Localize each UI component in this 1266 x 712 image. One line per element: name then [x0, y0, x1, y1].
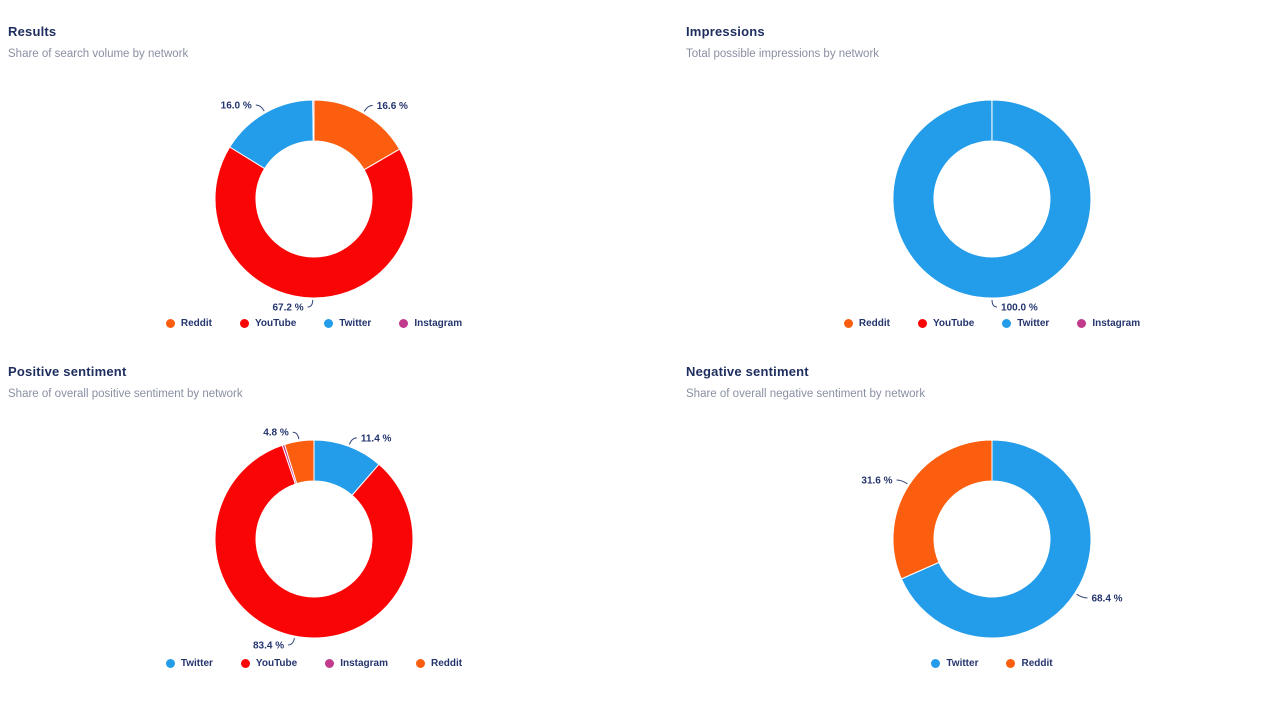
legend-label: Instagram — [340, 658, 389, 669]
donut-chart-positive-sentiment: 11.4 % 83.4 % 4.8 % — [214, 428, 414, 651]
label-leader-line — [363, 104, 373, 112]
label-leader-line — [292, 431, 300, 440]
legend-item-twitter[interactable]: Twitter — [165, 658, 213, 669]
legend-item-reddit[interactable]: Reddit — [843, 318, 890, 329]
donut-slice-label: 68.4 % — [1091, 594, 1122, 605]
donut-slice-youtube[interactable] — [214, 146, 414, 299]
legend-label: Instagram — [414, 318, 463, 329]
chart-subtitle: Share of search volume by network — [8, 48, 189, 60]
chart-title: Positive sentiment — [8, 364, 127, 379]
donut-slice-label: 11.4 % — [361, 433, 392, 444]
donut-chart-negative-sentiment: 68.4 % 31.6 % — [861, 439, 1123, 639]
legend-dot-twitter — [931, 659, 941, 668]
legend-dot-reddit — [1006, 659, 1016, 668]
donut-slice-label: 16.6 % — [377, 101, 408, 112]
legend-item-twitter[interactable]: Twitter — [324, 318, 371, 329]
legend-dot-twitter — [1002, 319, 1012, 328]
legend-label: Instagram — [1092, 318, 1141, 329]
chart-card-positive-sentiment: Positive sentiment Share of overall posi… — [8, 360, 620, 692]
legend-dot-youtube — [917, 319, 927, 328]
donut-slice-label: 31.6 % — [861, 475, 892, 486]
donut-chart-impressions: 100.0 % — [892, 99, 1092, 314]
donut-slice-label: 83.4 % — [253, 640, 284, 651]
legend-dot-instagram — [325, 659, 335, 668]
label-leader-line — [1076, 593, 1088, 599]
legend-item-reddit[interactable]: Reddit — [416, 658, 462, 669]
label-leader-line — [255, 104, 265, 112]
donut-slice-label: 16.0 % — [221, 101, 252, 112]
chart-legend: Twitter YouTube Instagram Reddit — [8, 658, 620, 669]
legend-label: Twitter — [946, 658, 979, 669]
donut-slice-twitter[interactable] — [892, 99, 1092, 299]
legend-dot-youtube — [240, 659, 250, 668]
legend-label: YouTube — [255, 658, 298, 669]
donut-slice-reddit[interactable] — [892, 439, 993, 580]
legend-dot-youtube — [239, 319, 249, 328]
label-leader-line — [896, 479, 908, 485]
chart-subtitle: Total possible impressions by network — [686, 48, 880, 60]
legend-dot-instagram — [1077, 319, 1087, 328]
legend-dot-twitter — [165, 659, 175, 668]
legend-label: Reddit — [858, 318, 890, 329]
chart-card-results: Results Share of search volume by networ… — [8, 20, 620, 352]
donut-slice-label: 4.8 % — [263, 428, 289, 439]
legend-label: Twitter — [339, 318, 372, 329]
chart-title: Impressions — [686, 24, 765, 39]
legend-label: Twitter — [1017, 318, 1050, 329]
legend-label: Reddit — [431, 658, 463, 669]
chart-legend: Twitter Reddit — [686, 658, 1266, 669]
chart-subtitle: Share of overall positive sentiment by n… — [8, 388, 243, 400]
donut-slice-label: 67.2 % — [272, 302, 303, 313]
legend-item-youtube[interactable]: YouTube — [239, 318, 297, 329]
legend-item-instagram[interactable]: Instagram — [325, 658, 388, 669]
legend-item-instagram[interactable]: Instagram — [399, 318, 462, 329]
donut-slice-instagram[interactable] — [312, 99, 315, 142]
legend-item-twitter[interactable]: Twitter — [1002, 318, 1049, 329]
legend-label: YouTube — [932, 318, 975, 329]
donut-chart-results: 16.6 % 67.2 % 16.0 % — [214, 99, 414, 313]
chart-card-negative-sentiment: Negative sentiment Share of overall nega… — [686, 360, 1266, 692]
label-leader-line — [307, 299, 314, 308]
legend-dot-reddit — [843, 319, 853, 328]
legend-dot-reddit — [416, 659, 426, 668]
chart-subtitle: Share of overall negative sentiment by n… — [686, 388, 926, 400]
chart-legend: Reddit YouTube Twitter Instagram — [8, 318, 620, 329]
donut-slice-reddit[interactable] — [283, 439, 315, 485]
chart-title: Results — [8, 24, 57, 39]
chart-legend: Reddit YouTube Twitter Instagram — [686, 318, 1266, 329]
chart-card-impressions: Impressions Total possible impressions b… — [686, 20, 1266, 352]
donut-slice-twitter[interactable] — [900, 439, 1092, 639]
chart-title: Negative sentiment — [686, 364, 809, 379]
legend-label: Reddit — [1021, 658, 1053, 669]
legend-label: Reddit — [180, 318, 212, 329]
legend-dot-instagram — [399, 319, 409, 328]
legend-label: Twitter — [180, 658, 213, 669]
legend-label: YouTube — [254, 318, 297, 329]
legend-dot-reddit — [165, 319, 175, 328]
legend-item-twitter[interactable]: Twitter — [931, 658, 978, 669]
legend-item-youtube[interactable]: YouTube — [240, 658, 298, 669]
legend-item-instagram[interactable]: Instagram — [1077, 318, 1140, 329]
label-leader-line — [991, 299, 998, 308]
legend-item-reddit[interactable]: Reddit — [165, 318, 212, 329]
donut-slice-label: 100.0 % — [1001, 303, 1038, 314]
legend-dot-twitter — [324, 319, 334, 328]
label-leader-line — [348, 437, 357, 445]
legend-item-youtube[interactable]: YouTube — [917, 318, 975, 329]
label-leader-line — [288, 637, 295, 646]
donut-slice-youtube[interactable] — [214, 444, 414, 639]
legend-item-reddit[interactable]: Reddit — [1006, 658, 1053, 669]
